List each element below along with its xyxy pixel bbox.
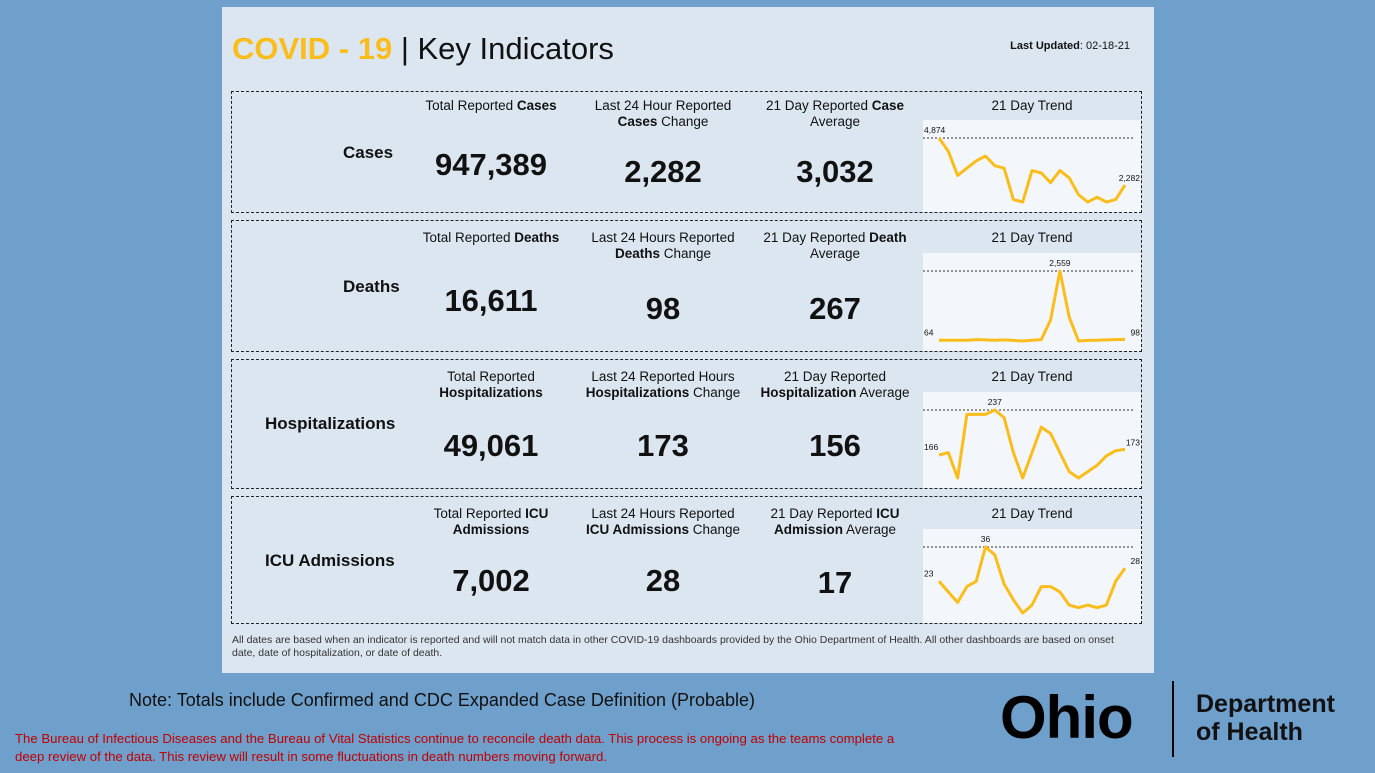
trend-end-label: 2,282 bbox=[1119, 173, 1141, 183]
icu-24h-col: Last 24 Hours Reported ICU Admissions Cha… bbox=[577, 497, 749, 623]
row-deaths: Deaths Total Reported Deaths 16,611 Last… bbox=[231, 220, 1142, 352]
deaths-avg-value: 267 bbox=[809, 291, 861, 326]
cases-avg-col: 21 Day Reported Case Average 3,032 bbox=[749, 92, 921, 212]
deaths-avg-header: 21 Day Reported Death Average bbox=[763, 230, 907, 261]
icu-total-header: Total Reported ICU Admissions bbox=[433, 506, 549, 537]
trend-line bbox=[939, 269, 1126, 343]
logo-dept-line1: Department bbox=[1196, 690, 1335, 718]
footnote: All dates are based when an indicator is… bbox=[232, 634, 1114, 659]
row-label-cases: Cases bbox=[343, 143, 394, 162]
deaths-total-header: Total Reported Deaths bbox=[422, 230, 560, 245]
cases-24h-header: Last 24 Hour Reported Cases Change bbox=[594, 98, 732, 129]
cases-avg-header: 21 Day Reported Case Average bbox=[765, 98, 905, 129]
deaths-total-value: 16,611 bbox=[444, 283, 538, 318]
hosp-avg-value: 156 bbox=[809, 428, 861, 463]
trend-start-label: 23 bbox=[924, 568, 934, 578]
icu-trend-chart: 23 28 36 bbox=[923, 529, 1141, 623]
deaths-trend-chart: 64 98 2,559 bbox=[923, 253, 1141, 351]
hosp-24h-header: Last 24 Reported Hours Hospitalizations C… bbox=[585, 369, 741, 400]
icu-avg-header: 21 Day Reported ICU Admission Average bbox=[770, 506, 900, 537]
row-label-hospitalizations: Hospitalizations bbox=[265, 414, 396, 433]
icu-24h-value: 28 bbox=[645, 563, 681, 598]
row-label-icu: ICU Admissions bbox=[265, 551, 395, 570]
last-updated: Last Updated: 02-18-21 bbox=[1010, 40, 1130, 52]
trend-end-label: 28 bbox=[1131, 556, 1141, 566]
icu-avg-value: 17 bbox=[817, 565, 853, 600]
hosp-trend-chart: 166 173 237 bbox=[923, 392, 1141, 488]
deaths-24h-header: Last 24 Hours Reported Deaths Change bbox=[591, 230, 735, 261]
dashboard-panel: COVID - 19 | Key Indicators Last Updated… bbox=[222, 7, 1154, 673]
cases-24h-col: Last 24 Hour Reported Cases Change 2,282 bbox=[577, 92, 749, 212]
icu-total-value: 7,002 bbox=[452, 563, 530, 598]
cases-sparkline: 4,874 2,282 bbox=[923, 125, 1141, 204]
trend-line bbox=[938, 408, 1126, 480]
trend-peak-label: 237 bbox=[988, 397, 1002, 407]
cases-total-col: Total Reported Cases 947,389 bbox=[405, 92, 577, 212]
cases-trend-title: 21 Day Trend bbox=[991, 98, 1073, 113]
cases-24h-value: 2,282 bbox=[624, 154, 702, 189]
hosp-total-col: Total Reported Hospitalizations 49,061 bbox=[405, 360, 577, 488]
deaths-avg-col: 21 Day Reported Death Average 267 bbox=[749, 221, 921, 351]
row-icu: ICU Admissions Total Reported ICU Admissi… bbox=[231, 496, 1142, 624]
icu-avg-col: 21 Day Reported ICU Admission Average 17 bbox=[749, 497, 921, 623]
trend-start-label: 64 bbox=[924, 327, 934, 337]
logo-dept-line2: of Health bbox=[1196, 718, 1303, 746]
icu-sparkline: 23 28 36 bbox=[923, 534, 1141, 615]
last-updated-value: : 02-18-21 bbox=[1079, 40, 1130, 52]
last-updated-label: Last Updated bbox=[1010, 40, 1080, 52]
death-data-disclaimer: The Bureau of Infectious Diseases and th… bbox=[15, 731, 895, 764]
cases-total-value: 947,389 bbox=[434, 147, 548, 182]
hosp-avg-col: 21 Day Reported Hospitalization Average 1… bbox=[749, 360, 921, 488]
title-covid: COVID - 19 bbox=[232, 31, 393, 66]
hosp-total-value: 49,061 bbox=[443, 428, 539, 463]
row-label-deaths: Deaths bbox=[343, 277, 400, 296]
trend-line bbox=[937, 137, 1127, 204]
hosp-trend-title: 21 Day Trend bbox=[991, 369, 1073, 384]
trend-peak-label: 2,559 bbox=[1049, 258, 1071, 268]
icu-total-col: Total Reported ICU Admissions 7,002 bbox=[405, 497, 577, 623]
hosp-avg-header: 21 Day Reported Hospitalization Average bbox=[760, 369, 910, 400]
icu-trend-title: 21 Day Trend bbox=[991, 506, 1073, 521]
logo-divider bbox=[1172, 681, 1174, 757]
trend-peak-label: 36 bbox=[981, 534, 991, 544]
deaths-total-col: Total Reported Deaths 16,611 bbox=[405, 221, 577, 351]
hosp-sparkline: 166 173 237 bbox=[923, 397, 1140, 480]
deaths-trend-title: 21 Day Trend bbox=[991, 230, 1073, 245]
department-of-health-logo: Department of Health bbox=[1196, 690, 1335, 746]
trend-start-label: 166 bbox=[924, 442, 938, 452]
deaths-24h-value: 98 bbox=[645, 291, 681, 326]
deaths-24h-col: Last 24 Hours Reported Deaths Change 98 bbox=[577, 221, 749, 351]
row-cases: Cases Total Reported Cases 947,389 Last … bbox=[231, 91, 1142, 213]
hosp-24h-col: Last 24 Reported Hours Hospitalizations C… bbox=[577, 360, 749, 488]
title-key-indicators: Key Indicators bbox=[417, 31, 614, 66]
row-hospitalizations: Hospitalizations Total Reported Hospitali… bbox=[231, 359, 1142, 489]
ohio-logo: Ohio bbox=[1000, 684, 1134, 751]
deaths-sparkline: 64 98 2,559 bbox=[923, 258, 1141, 343]
cases-avg-value: 3,032 bbox=[796, 154, 874, 189]
hosp-24h-value: 173 bbox=[637, 428, 689, 463]
page-title: COVID - 19 | Key Indicators bbox=[232, 31, 614, 67]
trend-start-label: 4,874 bbox=[924, 125, 946, 135]
cases-total-header: Total Reported Cases bbox=[425, 98, 557, 113]
trend-end-label: 98 bbox=[1131, 327, 1141, 337]
icu-24h-header: Last 24 Hours Reported ICU Admissions Cha… bbox=[585, 506, 741, 537]
title-separator: | bbox=[392, 31, 418, 66]
totals-note: Note: Totals include Confirmed and CDC E… bbox=[129, 690, 756, 710]
trend-end-label: 173 bbox=[1126, 437, 1140, 447]
cases-trend-chart: 4,874 2,282 bbox=[923, 120, 1141, 212]
hosp-total-header: Total Reported Hospitalizations bbox=[439, 369, 543, 400]
trend-line bbox=[937, 545, 1127, 615]
